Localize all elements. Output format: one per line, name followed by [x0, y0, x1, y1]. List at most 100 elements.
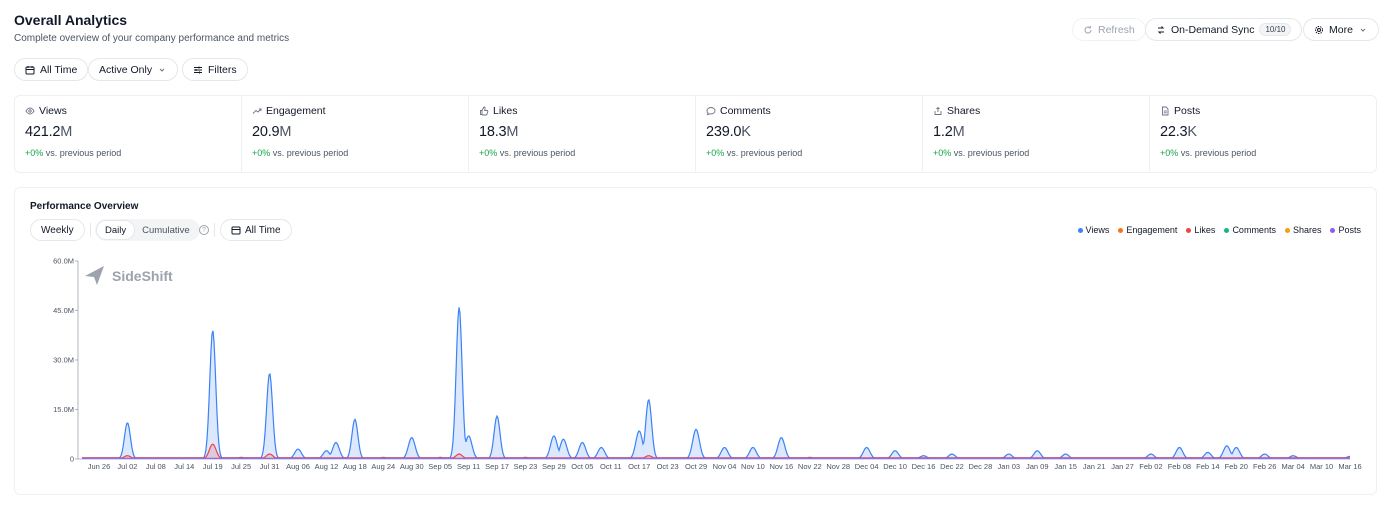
- metric-number: 1.2: [933, 124, 953, 140]
- metric-label: Comments: [706, 105, 912, 117]
- legend-swatch: [1077, 227, 1083, 233]
- legend-item-likes[interactable]: Likes: [1186, 225, 1215, 235]
- chart-range-button[interactable]: All Time: [220, 219, 292, 241]
- metric-change: +0% vs. previous period: [25, 148, 231, 158]
- x-tick-label: Feb 08: [1168, 462, 1191, 471]
- performance-overview-panel: Performance Overview Weekly Daily Cumula…: [14, 187, 1377, 495]
- x-tick-label: Sep 05: [428, 462, 452, 471]
- status-filter[interactable]: Active Only: [88, 58, 179, 81]
- legend-item-posts[interactable]: Posts: [1330, 225, 1361, 235]
- x-tick-label: Oct 23: [657, 462, 679, 471]
- sideshift-logo-icon: [85, 266, 104, 285]
- thumbs-up-icon: [479, 106, 489, 116]
- view-mode-toggle: Daily Cumulative: [95, 219, 200, 241]
- x-tick-label: Jul 19: [203, 462, 223, 471]
- x-tick-label: Feb 20: [1225, 462, 1248, 471]
- x-tick-label: Jan 03: [998, 462, 1021, 471]
- legend-swatch: [1224, 227, 1230, 233]
- refresh-label: Refresh: [1098, 23, 1135, 36]
- y-tick-label: 45.0M: [53, 306, 74, 315]
- metric-change-percent: +0%: [252, 148, 271, 158]
- metric-change: +0% vs. previous period: [706, 148, 912, 158]
- x-tick-label: Jul 08: [146, 462, 166, 471]
- x-tick-label: Oct 05: [571, 462, 593, 471]
- x-tick-label: Feb 26: [1253, 462, 1276, 471]
- x-tick-label: Jun 26: [88, 462, 111, 471]
- legend-item-views[interactable]: Views: [1077, 225, 1109, 235]
- sync-label: On-Demand Sync: [1171, 23, 1255, 36]
- x-tick-label: Aug 30: [400, 462, 424, 471]
- metric-change-percent: +0%: [479, 148, 498, 158]
- cumulative-toggle[interactable]: Cumulative: [142, 224, 190, 236]
- series-area-likes: [82, 444, 1350, 459]
- metric-number: 421.2: [25, 124, 61, 140]
- metric-label: Shares: [933, 105, 1139, 117]
- x-tick-label: Mar 04: [1281, 462, 1304, 471]
- x-tick-label: Aug 24: [371, 462, 395, 471]
- metric-change-percent: +0%: [933, 148, 952, 158]
- legend-swatch: [1118, 227, 1124, 233]
- legend-label: Likes: [1194, 225, 1216, 235]
- gear-icon: [1314, 25, 1324, 35]
- y-tick-label: 60.0M: [53, 257, 74, 266]
- y-tick-label: 30.0M: [53, 356, 74, 365]
- metric-label-text: Shares: [947, 105, 981, 117]
- time-range-filter[interactable]: All Time: [14, 58, 89, 81]
- legend-item-engagement[interactable]: Engagement: [1118, 225, 1177, 235]
- metric-label: Engagement: [252, 105, 458, 117]
- x-tick-label: Aug 12: [315, 462, 339, 471]
- x-tick-label: Sep 29: [542, 462, 566, 471]
- x-tick-label: Nov 16: [769, 462, 793, 471]
- legend-item-comments[interactable]: Comments: [1224, 225, 1276, 235]
- divider: [90, 223, 91, 237]
- x-tick-label: Dec 04: [855, 462, 879, 471]
- x-tick-label: Dec 22: [940, 462, 964, 471]
- x-tick-label: Sep 23: [514, 462, 538, 471]
- more-menu-button[interactable]: More: [1303, 18, 1379, 41]
- metric-change-text: vs. previous period: [270, 148, 349, 158]
- series-area-views: [82, 307, 1350, 459]
- metric-change-text: vs. previous period: [1178, 148, 1257, 158]
- legend-label: Engagement: [1126, 225, 1178, 235]
- period-select[interactable]: Weekly: [30, 219, 85, 241]
- metric-number: 20.9: [252, 124, 280, 140]
- more-label: More: [1329, 23, 1353, 36]
- metric-value: 22.3K: [1160, 124, 1366, 140]
- x-tick-label: Feb 14: [1196, 462, 1219, 471]
- calendar-icon: [25, 65, 35, 75]
- x-tick-label: Nov 04: [713, 462, 737, 471]
- sliders-icon: [193, 65, 203, 75]
- metric-change: +0% vs. previous period: [479, 148, 685, 158]
- legend-item-shares[interactable]: Shares: [1284, 225, 1321, 235]
- metric-change-percent: +0%: [706, 148, 725, 158]
- metric-card-likes: Likes 18.3M +0% vs. previous period: [469, 96, 696, 172]
- filters-button[interactable]: Filters: [182, 58, 248, 81]
- x-tick-label: Dec 10: [883, 462, 907, 471]
- legend-label: Posts: [1338, 225, 1361, 235]
- panel-title: Performance Overview: [30, 201, 139, 212]
- x-tick-label: Jul 31: [260, 462, 280, 471]
- metric-number: 22.3: [1160, 124, 1188, 140]
- metric-value: 20.9M: [252, 124, 458, 140]
- metric-change-text: vs. previous period: [43, 148, 122, 158]
- metric-value: 239.0K: [706, 124, 912, 140]
- daily-toggle[interactable]: Daily: [97, 221, 135, 239]
- y-tick-label: 0: [70, 455, 74, 464]
- metric-value: 1.2M: [933, 124, 1139, 140]
- legend-swatch: [1330, 227, 1336, 233]
- sync-icon: [1156, 25, 1166, 35]
- metric-value: 421.2M: [25, 124, 231, 140]
- x-tick-label: Jul 14: [174, 462, 194, 471]
- legend-swatch: [1186, 227, 1192, 233]
- metric-number: 239.0: [706, 124, 742, 140]
- chevron-down-icon: [1358, 25, 1368, 35]
- on-demand-sync-button[interactable]: On-Demand Sync 10/10: [1145, 18, 1303, 41]
- eye-icon: [25, 106, 35, 116]
- help-icon[interactable]: ?: [199, 225, 209, 235]
- metric-change-percent: +0%: [1160, 148, 1179, 158]
- x-tick-label: Oct 17: [628, 462, 650, 471]
- refresh-button[interactable]: Refresh: [1072, 18, 1146, 41]
- calendar-icon: [231, 225, 241, 235]
- x-tick-label: Jan 21: [1083, 462, 1106, 471]
- metric-unit: M: [279, 124, 292, 140]
